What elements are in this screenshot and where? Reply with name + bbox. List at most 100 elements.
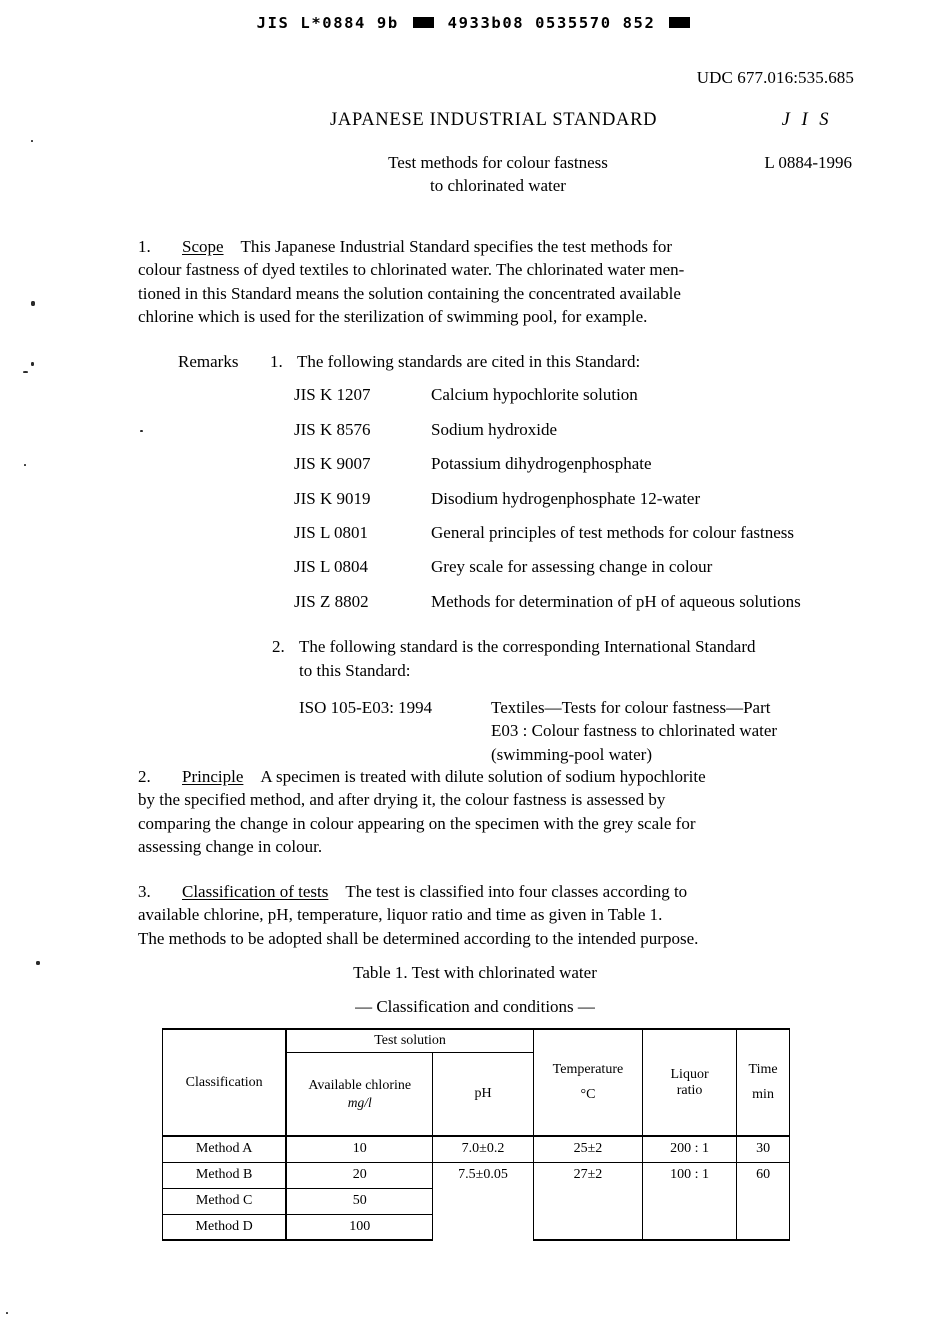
scan-speckle (23, 371, 28, 373)
document-title-line2: to chlorinated water (430, 175, 566, 195)
cell-classification: Method A (162, 1135, 288, 1163)
scan-speckle (140, 430, 143, 432)
iso-title-line3: (swimming-pool water) (491, 744, 652, 764)
col-header-temperature-label: Temperature (552, 1062, 624, 1077)
cell-liquor-ratio: 200 : 1 (641, 1135, 738, 1163)
col-header-time-label: Time (748, 1062, 778, 1077)
remarks-item1-number: 1. (270, 352, 283, 371)
udc-code: UDC 677.016:535.685 (696, 68, 854, 87)
document-number: L 0884-1996 (764, 153, 852, 172)
jis-mark: J I S (781, 110, 832, 130)
standard-title: General principles of test methods for c… (431, 523, 795, 543)
remarks-item2-line: 2. The following standard is the corresp… (272, 635, 801, 682)
list-item: JIS L 0804 Grey scale for assessing chan… (294, 555, 801, 578)
section-classification-heading: Classification of tests (182, 882, 329, 901)
col-header-chlorine-label: Available chlorine (308, 1077, 412, 1093)
standard-title: Grey scale for assessing change in colou… (431, 557, 713, 577)
standard-code: JIS Z 8802 (294, 591, 369, 611)
cited-standards-list: JIS K 1207 Calcium hypochlorite solution… (294, 383, 801, 613)
list-item: JIS L 0801 General principles of test me… (294, 521, 801, 544)
col-header-test-solution: Test solution (285, 1028, 534, 1053)
remarks-block: Remarks 1. The following standards are cit… (178, 350, 801, 766)
standard-code: JIS K 8576 (294, 419, 371, 439)
standard-title: Potassium dihydrogenphosphate (431, 454, 652, 474)
section-scope-line1: This Japanese Industrial Standard specif… (240, 237, 673, 256)
col-header-available-chlorine: Available chlorine mg/l (285, 1052, 434, 1137)
section-principle-line3: comparing the change in colour appearing… (138, 813, 696, 833)
section-classification-line2: available chlorine, pH, temperature, liq… (138, 905, 663, 925)
cell-ph: 7.5±0.05 (432, 1161, 534, 1240)
standard-code: JIS K 1207 (294, 385, 371, 405)
table-header-row-1: Classification Test solution Temperature… (162, 1028, 790, 1137)
standard-code: JIS K 9019 (294, 488, 371, 508)
cell-liquor-ratio: 100 : 1 (641, 1161, 738, 1241)
scan-speckle (24, 464, 26, 466)
standard-title: Disodium hydrogenphosphate 12-water (431, 488, 701, 508)
cell-available-chlorine: 50 (285, 1187, 434, 1215)
iso-standard-title: Textiles—Tests for colour fastness—Part … (491, 696, 777, 766)
remarks-item1-text: The following standards are cited in thi… (297, 352, 641, 371)
col-header-classification: Classification (162, 1028, 288, 1137)
scan-speckle (31, 301, 35, 306)
section-classification-line3: The methods to be adopted shall be deter… (138, 928, 699, 948)
standard-title: Methods for determination of pH of aqueo… (431, 591, 801, 611)
section-principle-number: 2. (138, 767, 151, 786)
section-scope-heading: Scope (182, 237, 224, 256)
standard-body-label: JAPANESE INDUSTRIAL STANDARD (330, 110, 658, 130)
barcode-strip: JIS L*0884 9b 4933b08 0535570 852 (0, 14, 950, 32)
list-item: JIS Z 8802 Methods for determination of … (294, 590, 801, 613)
section-principle-line1: A specimen is treated with dilute soluti… (260, 767, 706, 786)
col-header-temperature: Temperature °C (532, 1028, 644, 1137)
remarks-heading: Remarks 1. The following standards are cit… (178, 350, 801, 373)
section-principle: 2. Principle A specimen is treated with d… (138, 765, 838, 859)
iso-title-line2: E03 : Colour fastness to chlorinated wat… (491, 721, 778, 741)
section-scope-number: 1. (138, 237, 151, 256)
standard-title: Calcium hypochlorite solution (431, 385, 638, 405)
col-header-time-unit: min (752, 1087, 774, 1102)
iso-title-line1: Textiles—Tests for colour fastness—Part (491, 698, 771, 718)
standard-code: JIS L 0801 (294, 523, 368, 543)
list-item: JIS K 8576 Sodium hydroxide (294, 418, 801, 441)
section-classification-number: 3. (138, 882, 151, 901)
section-scope-line4: chlorine which is used for the steriliza… (138, 307, 648, 327)
section-classification: 3. Classification of tests The test is cl… (138, 880, 838, 950)
standard-title: Sodium hydroxide (431, 419, 558, 439)
cell-time: 30 (736, 1135, 790, 1163)
standard-body-row: JAPANESE INDUSTRIAL STANDARD J I S (330, 110, 850, 131)
barcode-text-right: 4933b08 0535570 852 (447, 14, 656, 32)
cell-temperature: 27±2 (532, 1161, 644, 1241)
table-header-row-2: Available chlorine mg/l pH (163, 1052, 790, 1137)
table-caption-line1: Table 1. Test with chlorinated water (353, 963, 597, 982)
section-classification-line1: The test is classified into four classes… (345, 882, 688, 901)
document-title-line1: Test methods for colour fastness (388, 153, 608, 172)
table-row: Method C 50 (162, 1187, 790, 1215)
barcode-block-end-icon (669, 17, 691, 28)
scan-speckle (31, 140, 33, 142)
cell-classification: Method B (162, 1161, 288, 1189)
table-row: Method A 10 7.0±0.2 25±2 200 : 1 30 (162, 1135, 790, 1163)
list-item: JIS K 9007 Potassium dihydrogenphosphate (294, 452, 801, 475)
table-row: Method D 100 (162, 1213, 790, 1241)
list-item: JIS K 9019 Disodium hydrogenphosphate 12… (294, 487, 801, 510)
table-caption-line2: — Classification and conditions — (355, 997, 595, 1016)
col-header-liquor-line2: ratio (676, 1082, 703, 1098)
col-header-liquor-ratio: Liquor ratio (641, 1028, 738, 1137)
col-header-temperature-unit: °C (580, 1087, 596, 1102)
list-item: JIS K 1207 Calcium hypochlorite solution (294, 383, 801, 406)
section-scope-line3: tioned in this Standard means the soluti… (138, 283, 681, 303)
standard-code: JIS L 0804 (294, 557, 368, 577)
remarks-item2-text: The following standard is the correspond… (299, 637, 756, 680)
col-header-chlorine-unit: mg/l (347, 1094, 372, 1110)
col-header-ph: pH (432, 1052, 534, 1137)
section-principle-line2: by the specified method, and after dryin… (138, 790, 666, 810)
document-title: Test methods for colour fastness to chlo… (318, 152, 678, 198)
col-header-time: Time min (736, 1028, 790, 1137)
section-principle-heading: Principle (182, 767, 244, 786)
section-principle-line4: assessing change in colour. (138, 837, 323, 857)
cell-time: 60 (736, 1161, 790, 1241)
table-header: Classification Test solution Temperature… (162, 1028, 790, 1137)
table-body: Method A 10 7.0±0.2 25±2 200 : 1 30 Meth… (162, 1135, 790, 1241)
document-title-row: Test methods for colour fastness to chlo… (330, 152, 858, 198)
section-scope-line2: colour fastness of dyed textiles to chlo… (138, 260, 685, 280)
section-scope: 1. Scope This Japanese Industrial Standar… (138, 235, 838, 329)
